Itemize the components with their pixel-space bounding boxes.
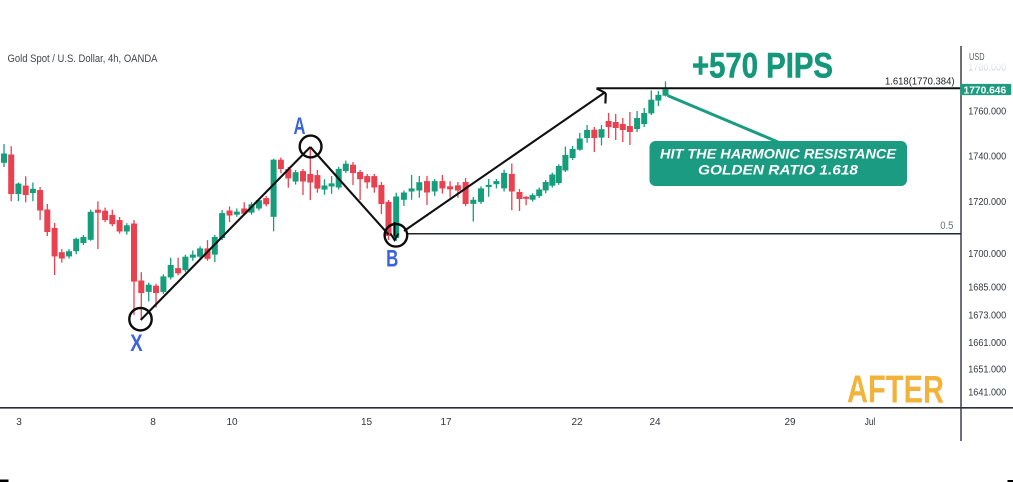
svg-text:10: 10 — [226, 417, 238, 428]
svg-text:AFTER: AFTER — [847, 369, 944, 412]
svg-text:1.618(1770.384): 1.618(1770.384) — [885, 77, 955, 88]
svg-text:1780.000: 1780.000 — [968, 63, 1006, 74]
svg-text:1760.000: 1760.000 — [968, 107, 1006, 118]
svg-text:GOLDEN RATIO 1.618: GOLDEN RATIO 1.618 — [698, 162, 858, 178]
svg-text:29: 29 — [784, 417, 796, 428]
svg-text:Gold Spot / U.S. Dollar, 4h, O: Gold Spot / U.S. Dollar, 4h, OANDA — [8, 53, 159, 65]
svg-text:22: 22 — [571, 417, 583, 428]
svg-text:1700.000: 1700.000 — [968, 249, 1006, 260]
svg-text:15: 15 — [361, 417, 373, 428]
svg-text:HIT THE HARMONIC RESISTANCE: HIT THE HARMONIC RESISTANCE — [660, 146, 897, 162]
svg-text:USD: USD — [969, 52, 985, 63]
svg-text:1720.000: 1720.000 — [968, 197, 1006, 208]
svg-text:1641.000: 1641.000 — [968, 388, 1006, 399]
svg-text:24: 24 — [649, 417, 661, 428]
svg-text:3: 3 — [16, 417, 22, 428]
svg-text:A: A — [294, 113, 306, 140]
svg-text:+570 PIPS: +570 PIPS — [692, 47, 833, 86]
svg-text:Jul: Jul — [865, 417, 875, 428]
svg-text:1740.000: 1740.000 — [968, 152, 1006, 163]
svg-text:1651.000: 1651.000 — [968, 365, 1006, 376]
svg-text:1661.000: 1661.000 — [968, 338, 1006, 349]
svg-text:1673.000: 1673.000 — [968, 311, 1006, 322]
svg-text:0.5: 0.5 — [940, 220, 953, 232]
svg-text:1770.646: 1770.646 — [964, 84, 1007, 96]
svg-text:B: B — [386, 246, 398, 273]
svg-text:1685.000: 1685.000 — [968, 283, 1006, 294]
svg-text:X: X — [130, 330, 142, 357]
svg-text:8: 8 — [150, 417, 156, 428]
svg-text:17: 17 — [440, 417, 452, 428]
